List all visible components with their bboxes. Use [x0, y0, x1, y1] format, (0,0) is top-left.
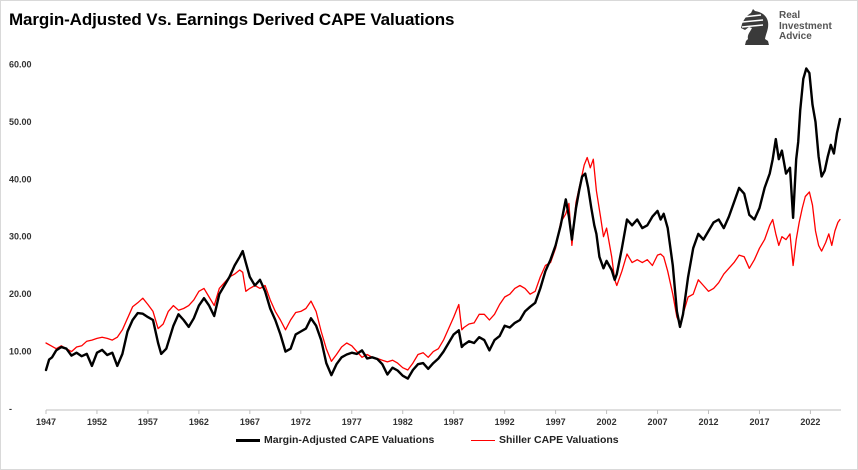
x-tick-label: 2012 [698, 417, 718, 427]
x-tick-label: 2007 [648, 417, 668, 427]
y-tick-label: 20.00 [9, 289, 32, 299]
y-tick-label: 30.00 [9, 232, 32, 242]
x-tick-label: 2022 [800, 417, 820, 427]
legend-swatch-shiller [471, 439, 495, 441]
y-tick-label: 40.00 [9, 174, 32, 184]
x-tick-label: 1997 [546, 417, 566, 427]
x-tick-label: 1962 [189, 417, 209, 427]
legend-label-shiller: Shiller CAPE Valuations [499, 434, 619, 446]
series-line-shiller [45, 156, 841, 371]
series-line-margin-adjusted [44, 67, 842, 380]
x-tick-label: 1952 [87, 417, 107, 427]
chart-title: Margin-Adjusted Vs. Earnings Derived CAP… [9, 10, 455, 29]
legend-item-shiller: Shiller CAPE Valuations [471, 431, 619, 449]
legend-label-margin-adjusted: Margin-Adjusted CAPE Valuations [264, 434, 435, 446]
x-tick-label: 1957 [138, 417, 158, 427]
x-tick-label: 2002 [597, 417, 617, 427]
x-tick-label: 1947 [36, 417, 56, 427]
brand-logo-text: Real Investment Advice [779, 10, 832, 42]
y-tick-label: 60.00 [9, 59, 32, 69]
x-tick-label: 1987 [444, 417, 464, 427]
x-tick-label: 2017 [749, 417, 769, 427]
plot-area: - 10.00 20.00 30.00 40.00 50.00 60.00 1947 1952 1… [9, 59, 842, 427]
legend-swatch-margin-adjusted [236, 438, 260, 442]
y-tick-label: 50.00 [9, 117, 32, 127]
x-tick-label: 1977 [342, 417, 362, 427]
chess-knight-icon [741, 9, 769, 45]
brand-logo: Real Investment Advice [739, 9, 849, 51]
legend: Margin-Adjusted CAPE Valuations Shiller … [1, 431, 858, 449]
x-tick-label: 1972 [291, 417, 311, 427]
x-tick-label: 1992 [495, 417, 515, 427]
y-tick-label: 10.00 [9, 347, 32, 357]
x-tick-label: 1982 [393, 417, 413, 427]
legend-item-margin-adjusted: Margin-Adjusted CAPE Valuations [236, 431, 434, 449]
y-tick-label: - [9, 404, 12, 414]
x-tick-label: 1967 [240, 417, 260, 427]
